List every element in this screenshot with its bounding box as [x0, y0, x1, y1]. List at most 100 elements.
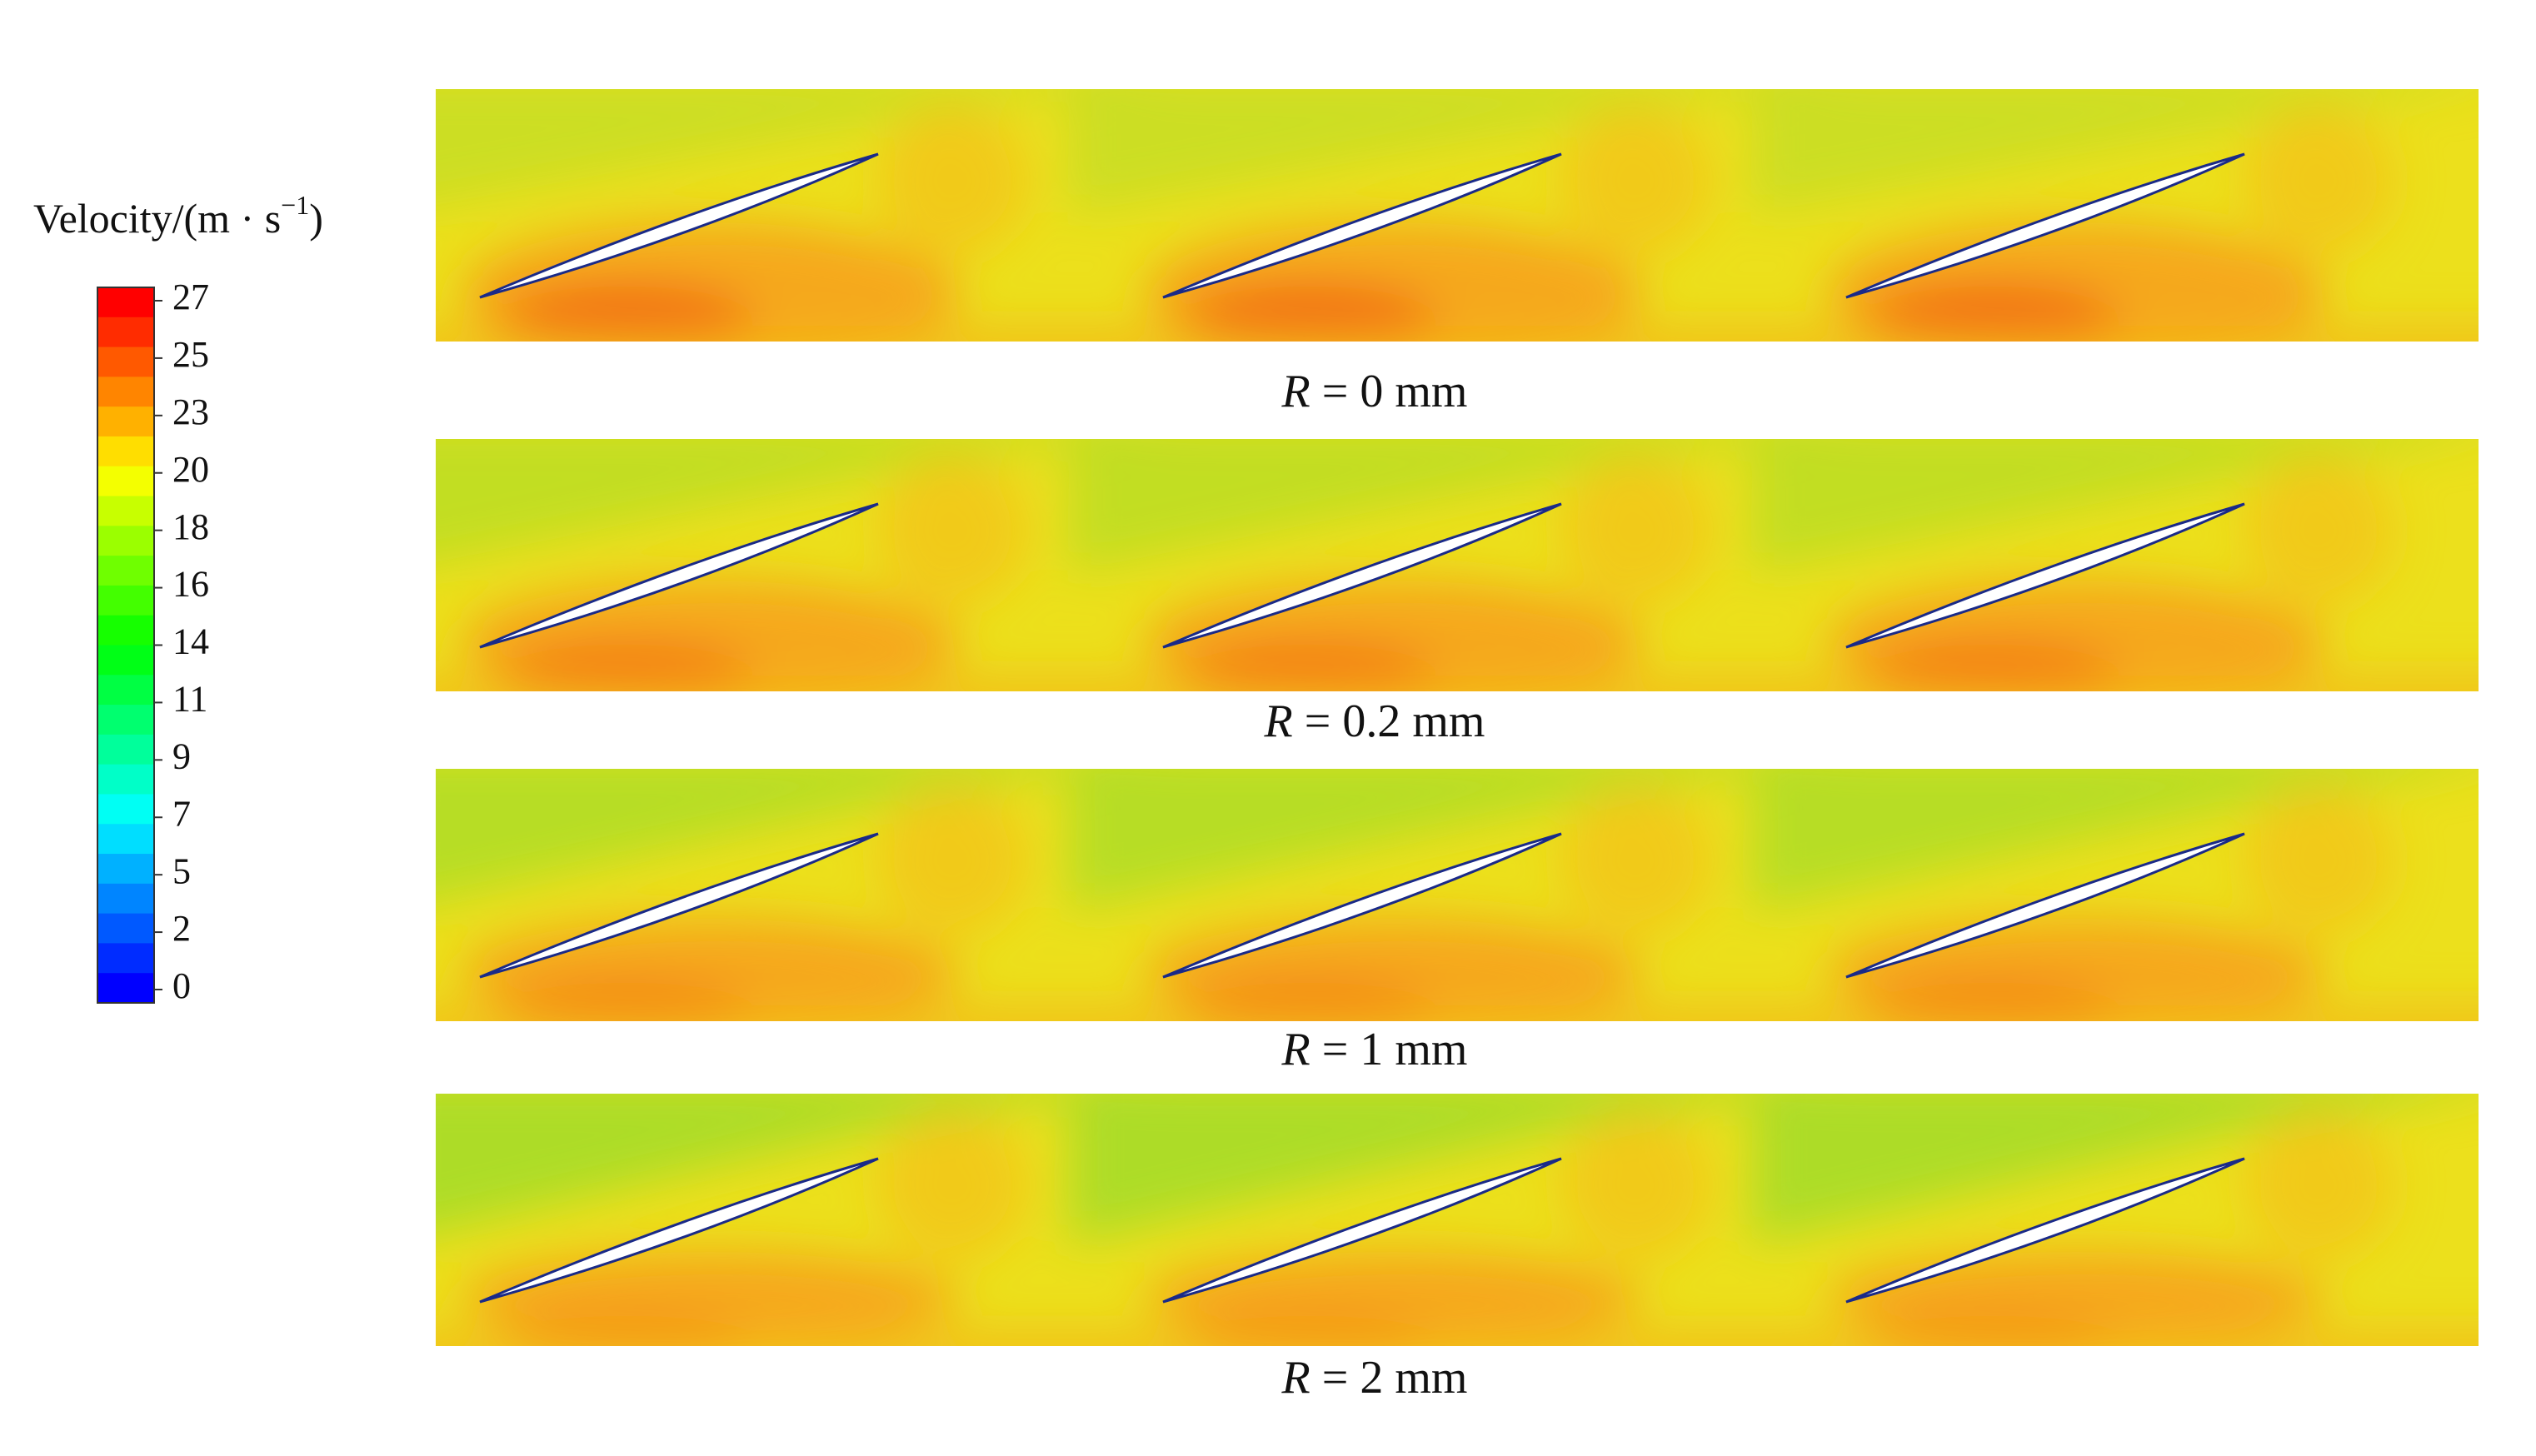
- colorbar-tick-label: 5: [172, 850, 191, 891]
- mid-velocity-zone: [877, 106, 1027, 256]
- colorbar-tick-label: 23: [172, 391, 209, 432]
- low-velocity-zone: [1752, 769, 2452, 910]
- colorbar-tick-label: 11: [172, 679, 207, 720]
- mid-velocity-zone: [1144, 222, 1644, 342]
- low-velocity-zone: [1752, 439, 2452, 572]
- colorbar-band: [97, 615, 154, 646]
- blade: [479, 832, 879, 979]
- high-velocity-zone: [1186, 645, 1435, 691]
- colorbar-band: [97, 675, 154, 706]
- outlet-band: [436, 676, 2479, 691]
- low-velocity-zone: [1069, 1094, 1769, 1244]
- colorbar-tick-label: 7: [172, 793, 191, 834]
- label-end: ): [309, 195, 323, 242]
- mid-velocity-zone: [461, 222, 961, 342]
- colorbar-band: [97, 317, 154, 348]
- outlet-band: [436, 327, 2479, 342]
- blade: [1162, 1157, 1562, 1304]
- low-velocity-zone: [436, 1094, 1086, 1232]
- colorbar-tick-label: 0: [172, 965, 191, 1006]
- blade: [1845, 832, 2245, 979]
- mid-velocity-zone: [1560, 106, 1710, 256]
- field: [436, 769, 2479, 1021]
- blade: [479, 502, 879, 649]
- colorbar-band: [97, 734, 154, 765]
- colorbar-band: [97, 764, 154, 795]
- colorbar-tick-label: 20: [172, 449, 209, 490]
- colorbar-tick-label: 16: [172, 564, 209, 605]
- colorbar-band: [97, 376, 154, 407]
- colorbar-band: [97, 287, 154, 318]
- colorbar-band: [97, 347, 154, 377]
- mid-velocity-zone: [877, 456, 1027, 606]
- panel-caption: R = 2 mm: [1281, 1352, 1468, 1404]
- colorbar-band: [97, 973, 154, 1004]
- colorbar-band: [97, 794, 154, 825]
- mid-velocity-zone: [1560, 1110, 1710, 1260]
- panel-caption: R = 1 mm: [1281, 1024, 1468, 1075]
- low-velocity-zone: [1069, 769, 1769, 910]
- colorbar-band: [97, 913, 154, 944]
- label-superscript: −1: [281, 190, 310, 220]
- mid-velocity-zone: [2244, 785, 2394, 935]
- blade: [1845, 1157, 2245, 1304]
- low-velocity-zone: [1069, 439, 1769, 572]
- colorbar-label: Velocity/(m · s−1): [33, 190, 323, 242]
- panel-caption: R = 0.2 mm: [1264, 696, 1485, 747]
- mid-velocity-zone: [2244, 456, 2394, 606]
- colorbar-tick-label: 9: [172, 735, 191, 776]
- colorbar-band: [97, 406, 154, 437]
- mid-velocity-zone: [2244, 106, 2394, 256]
- colorbar-band: [97, 854, 154, 885]
- colorbar-tick-label: 27: [172, 277, 209, 317]
- colorbar-tick-label: 2: [172, 908, 191, 949]
- blade: [1162, 502, 1562, 649]
- low-velocity-zone: [1069, 89, 1769, 214]
- low-velocity-zone: [436, 439, 1086, 562]
- colorbar-band: [97, 883, 154, 915]
- mid-velocity-zone: [877, 785, 1027, 935]
- blade: [1162, 832, 1562, 979]
- colorbar-band: [97, 496, 154, 526]
- low-velocity-zone: [436, 89, 1086, 205]
- mid-velocity-zone: [877, 1110, 1027, 1260]
- colorbar-band: [97, 556, 154, 586]
- blade: [479, 1157, 879, 1304]
- panel-caption: R = 0 mm: [1281, 366, 1468, 417]
- mid-velocity-zone: [1560, 456, 1710, 606]
- field: [436, 89, 2479, 342]
- outlet-band: [436, 1006, 2479, 1021]
- colorbar-band: [97, 824, 154, 855]
- low-velocity-zone: [1752, 1094, 2452, 1244]
- colorbar-tick-label: 18: [172, 506, 209, 547]
- low-velocity-zone: [1752, 89, 2452, 214]
- field-contours: [436, 769, 2479, 1021]
- blade: [1845, 152, 2245, 299]
- contour-panel: [436, 1094, 2479, 1346]
- colorbar-tick-label: 25: [172, 334, 209, 375]
- colorbar-band: [97, 466, 154, 497]
- outlet-band: [436, 1331, 2479, 1346]
- field-contours: [436, 1094, 2479, 1346]
- label-text: Velocity/(m · s: [33, 195, 282, 242]
- field: [436, 439, 2479, 691]
- high-velocity-zone: [1869, 645, 2119, 691]
- colorbar-band: [97, 526, 154, 556]
- mid-velocity-zone: [1560, 785, 1710, 935]
- colorbar-band: [97, 705, 154, 735]
- low-velocity-zone: [436, 769, 1086, 900]
- contour-panel: [436, 89, 2479, 342]
- colorbar-band: [97, 645, 154, 676]
- blade: [1845, 502, 2245, 649]
- blade: [479, 152, 879, 299]
- high-velocity-zone: [502, 645, 752, 691]
- contour-panel: [436, 439, 2479, 691]
- mid-velocity-zone: [2244, 1110, 2394, 1260]
- field: [436, 1094, 2479, 1346]
- mid-velocity-zone: [1827, 222, 2327, 342]
- colorbar-band: [97, 585, 154, 616]
- blade: [1162, 152, 1562, 299]
- colorbar-band: [97, 943, 154, 974]
